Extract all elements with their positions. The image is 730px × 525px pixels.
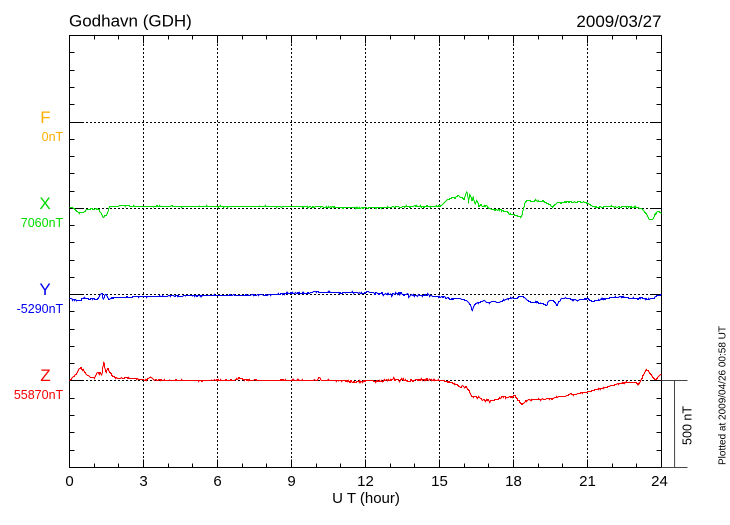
svg-text:Z: Z	[40, 366, 50, 385]
svg-text:0: 0	[65, 473, 73, 490]
svg-text:F: F	[40, 108, 50, 127]
svg-text:-5290nT: -5290nT	[17, 302, 64, 316]
svg-text:12: 12	[357, 473, 374, 490]
svg-text:2009/03/27: 2009/03/27	[576, 12, 661, 31]
svg-text:7060nT: 7060nT	[21, 216, 64, 230]
svg-text:Godhavn (GDH): Godhavn (GDH)	[69, 12, 192, 31]
svg-text:9: 9	[287, 473, 295, 490]
svg-text:500 nT: 500 nT	[681, 406, 695, 445]
svg-text:15: 15	[431, 473, 448, 490]
svg-text:3: 3	[139, 473, 147, 490]
svg-text:55870nT: 55870nT	[14, 388, 64, 402]
svg-text:6: 6	[213, 473, 221, 490]
svg-text:21: 21	[579, 473, 596, 490]
svg-text:X: X	[39, 194, 50, 213]
svg-text:U T (hour): U T (hour)	[332, 490, 400, 507]
svg-text:18: 18	[505, 473, 522, 490]
svg-text:Plotted at 2009/04/26 00:58 UT: Plotted at 2009/04/26 00:58 UT	[718, 326, 729, 465]
svg-text:0nT: 0nT	[42, 130, 64, 144]
svg-text:24: 24	[651, 473, 668, 490]
svg-text:Y: Y	[39, 280, 50, 299]
